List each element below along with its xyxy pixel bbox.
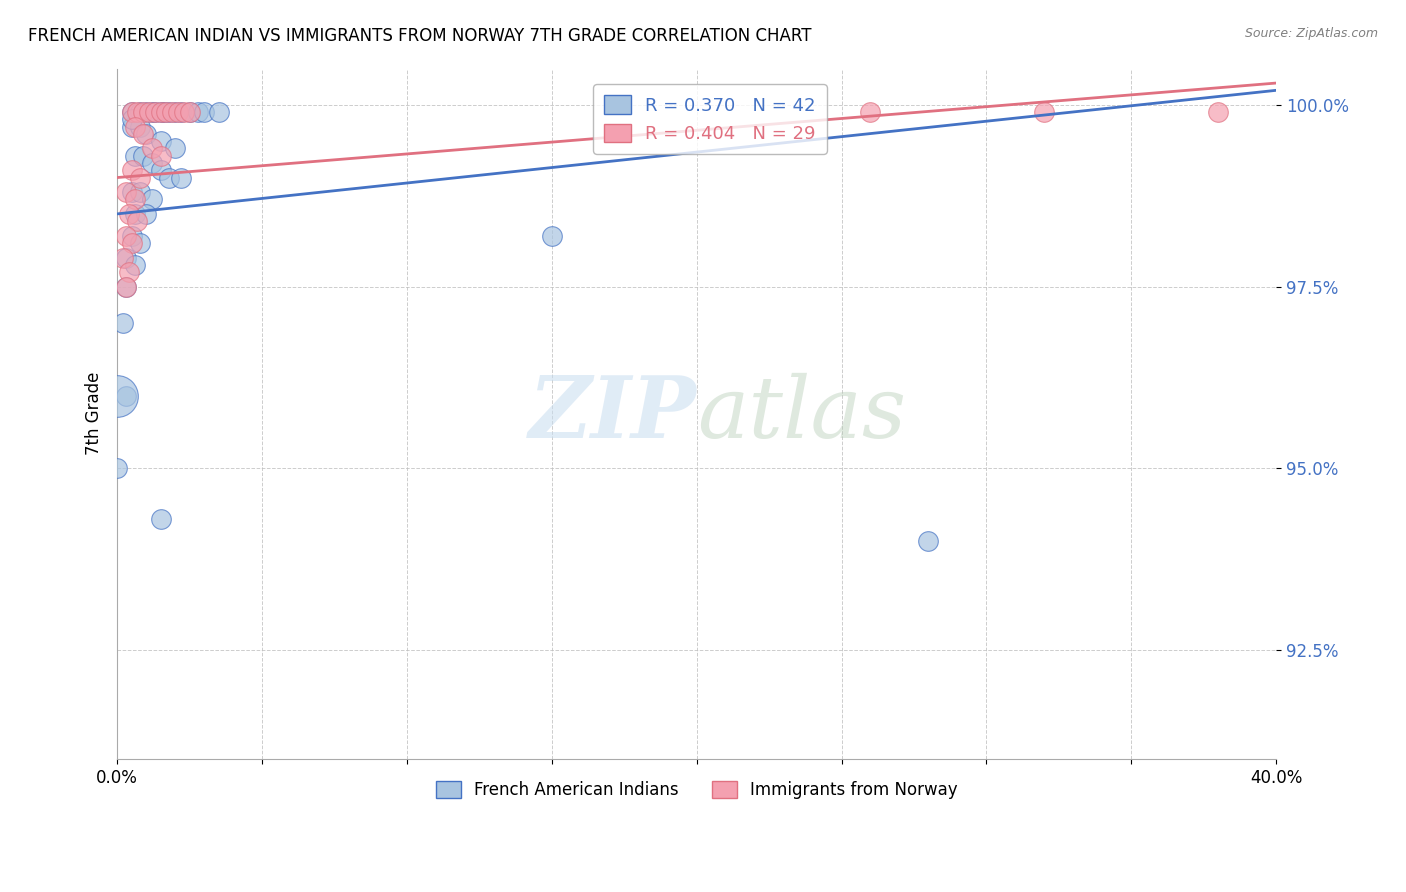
Point — [149, 134, 172, 148]
Point — [127, 105, 149, 120]
Point — [121, 228, 143, 243]
Point — [135, 207, 157, 221]
Point — [162, 105, 184, 120]
Point — [141, 156, 163, 170]
Point — [124, 149, 146, 163]
Point — [127, 214, 149, 228]
Point — [129, 185, 152, 199]
Point — [141, 141, 163, 155]
Point — [149, 105, 172, 120]
Point — [121, 105, 143, 120]
Point — [149, 149, 172, 163]
Point — [1033, 105, 1056, 120]
Point — [135, 127, 157, 141]
Point — [165, 105, 187, 120]
Point — [129, 235, 152, 250]
Point — [121, 235, 143, 250]
Point — [118, 207, 141, 221]
Text: ZIP: ZIP — [529, 372, 696, 456]
Point — [118, 265, 141, 279]
Point — [138, 105, 160, 120]
Point — [1206, 105, 1229, 120]
Point — [155, 105, 177, 120]
Point — [193, 105, 215, 120]
Point — [105, 388, 128, 402]
Point — [179, 105, 201, 120]
Point — [132, 127, 155, 141]
Point — [121, 120, 143, 134]
Point — [121, 112, 143, 127]
Point — [143, 105, 166, 120]
Point — [149, 163, 172, 178]
Point — [141, 192, 163, 206]
Point — [157, 105, 180, 120]
Point — [149, 105, 172, 120]
Point — [179, 105, 201, 120]
Point — [121, 105, 143, 120]
Point — [111, 316, 134, 330]
Point — [187, 105, 209, 120]
Point — [115, 279, 138, 293]
Point — [124, 192, 146, 206]
Point — [121, 163, 143, 178]
Text: Source: ZipAtlas.com: Source: ZipAtlas.com — [1244, 27, 1378, 40]
Text: FRENCH AMERICAN INDIAN VS IMMIGRANTS FROM NORWAY 7TH GRADE CORRELATION CHART: FRENCH AMERICAN INDIAN VS IMMIGRANTS FRO… — [28, 27, 811, 45]
Y-axis label: 7th Grade: 7th Grade — [86, 372, 103, 456]
Point — [141, 105, 163, 120]
Point — [129, 120, 152, 134]
Point — [115, 185, 138, 199]
Point — [115, 251, 138, 265]
Point — [157, 170, 180, 185]
Point — [173, 105, 195, 120]
Point — [167, 105, 190, 120]
Point — [207, 105, 229, 120]
Point — [132, 105, 155, 120]
Point — [143, 105, 166, 120]
Point — [111, 251, 134, 265]
Point — [124, 207, 146, 221]
Point — [115, 388, 138, 402]
Point — [859, 105, 882, 120]
Point — [135, 105, 157, 120]
Point — [105, 461, 128, 475]
Point — [129, 170, 152, 185]
Point — [152, 105, 174, 120]
Point — [540, 228, 562, 243]
Point — [917, 533, 939, 548]
Point — [170, 170, 193, 185]
Point — [149, 512, 172, 526]
Text: atlas: atlas — [696, 373, 905, 455]
Point — [170, 105, 193, 120]
Point — [115, 279, 138, 293]
Point — [124, 258, 146, 272]
Point — [132, 149, 155, 163]
Point — [121, 185, 143, 199]
Legend: French American Indians, Immigrants from Norway: French American Indians, Immigrants from… — [429, 774, 965, 806]
Point — [129, 105, 152, 120]
Point — [115, 228, 138, 243]
Point — [124, 120, 146, 134]
Point — [165, 141, 187, 155]
